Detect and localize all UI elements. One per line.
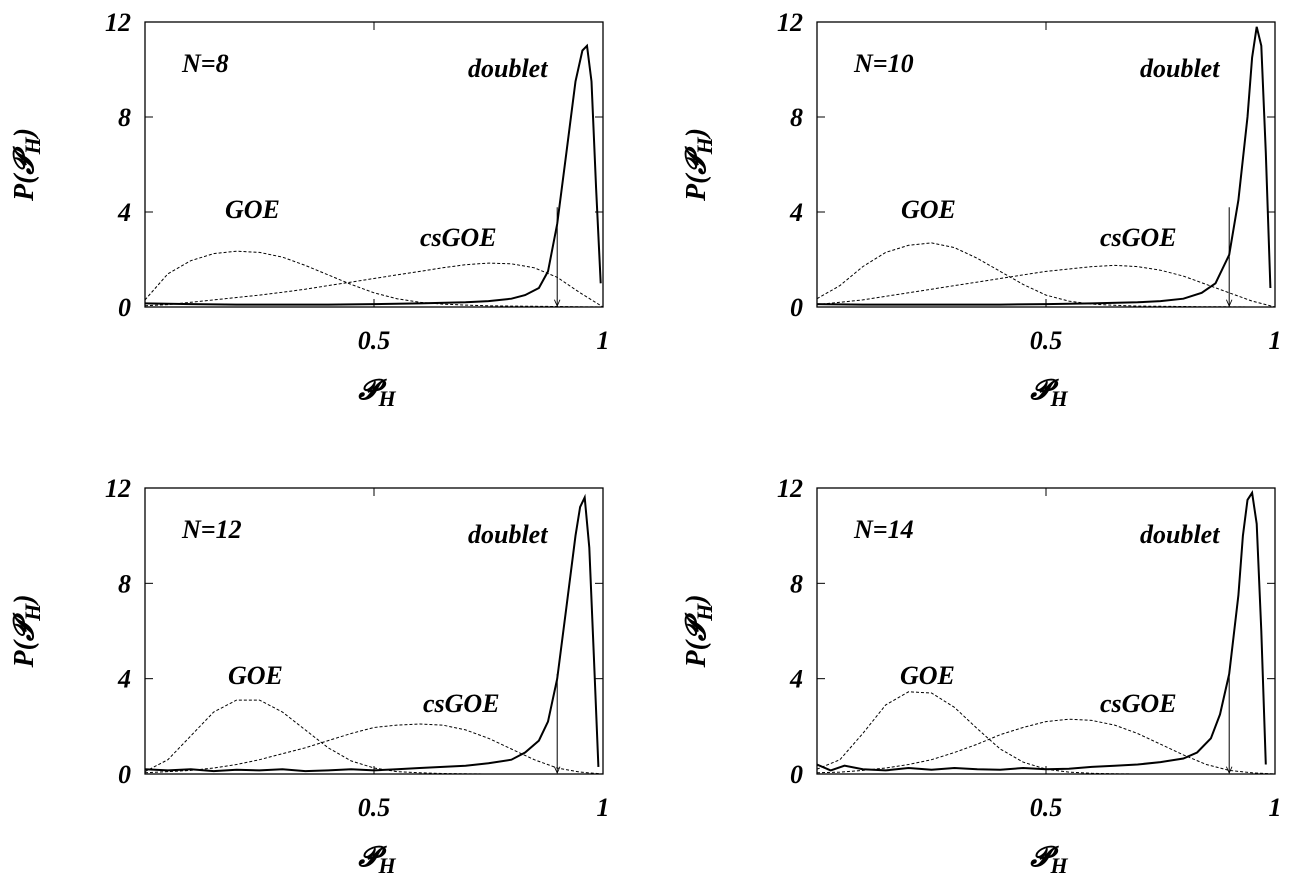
y-tick-label: 12 xyxy=(105,8,131,37)
panel: 0 4 8 12 0.5 1 𝓟H P(𝓟H) N=10 GOE csGOE doublet xyxy=(681,8,1282,411)
series-line-dashed xyxy=(817,242,1275,307)
series-line-solid xyxy=(145,493,600,773)
series-line-dashed xyxy=(817,264,1275,307)
x-tick-label: 0.5 xyxy=(358,793,391,822)
y-axis-label: P(𝓟H) xyxy=(681,594,717,668)
annotation-doublet: doublet xyxy=(468,520,548,549)
x-tick-label: 0.5 xyxy=(1030,793,1063,822)
annotation-doublet: doublet xyxy=(1140,54,1220,83)
x-axis-label: 𝓟H xyxy=(358,842,396,873)
annotation-goe: GOE xyxy=(900,661,955,690)
annotation-doublet: doublet xyxy=(1140,520,1220,549)
series-line-dashed xyxy=(817,691,1275,774)
annotation-goe: GOE xyxy=(228,661,283,690)
series-line-dashed xyxy=(145,250,603,307)
y-tick-label: 0 xyxy=(790,760,803,789)
y-tick-label: 8 xyxy=(790,103,803,132)
annotation-goe: GOE xyxy=(225,195,280,224)
series-line-solid xyxy=(145,43,602,306)
series-line-dashed xyxy=(817,718,1275,774)
x-axis-label: 𝓟H xyxy=(1030,842,1068,873)
series-line-dashed xyxy=(145,262,603,307)
annotation-goe: GOE xyxy=(901,195,956,224)
y-tick-label: 12 xyxy=(777,474,803,503)
y-tick-label: 0 xyxy=(118,293,131,322)
series-line-dashed xyxy=(145,723,603,774)
y-tick-label: 8 xyxy=(790,569,803,598)
x-axis-label: 𝓟H xyxy=(358,375,396,411)
panel: 0 4 8 12 0.5 1 𝓟H P(𝓟H) N=8 GOE csGOE doublet xyxy=(9,8,610,411)
series-line-solid xyxy=(817,26,1272,306)
y-axis-label: P(𝓟H) xyxy=(9,128,45,202)
series-line-solid xyxy=(817,490,1267,772)
panel-label: N=12 xyxy=(181,515,242,544)
y-tick-label: 0 xyxy=(118,760,131,789)
y-tick-label: 8 xyxy=(118,103,131,132)
y-tick-label: 12 xyxy=(777,8,803,37)
x-tick-label: 1 xyxy=(597,326,610,355)
annotation-csgoe: csGOE xyxy=(1100,689,1177,718)
y-tick-label: 4 xyxy=(117,665,131,694)
y-tick-label: 4 xyxy=(117,198,131,227)
annotation-csgoe: csGOE xyxy=(1100,223,1177,252)
series-line-dashed xyxy=(145,699,603,774)
y-tick-label: 4 xyxy=(789,665,803,694)
panel: 0 4 8 12 0.5 1 𝓟H P(𝓟H) N=12 GOE csGOE doublet xyxy=(9,474,610,873)
y-axis-label: P(𝓟H) xyxy=(681,128,717,202)
panel-label: N=8 xyxy=(181,49,229,78)
panel: 0 4 8 12 0.5 1 𝓟H P(𝓟H) N=14 GOE csGOE doublet xyxy=(681,474,1282,873)
panel-label: N=14 xyxy=(853,515,914,544)
annotation-csgoe: csGOE xyxy=(420,223,497,252)
annotation-csgoe: csGOE xyxy=(423,689,500,718)
x-tick-label: 1 xyxy=(1269,793,1282,822)
x-tick-label: 1 xyxy=(1269,326,1282,355)
panel-label: N=10 xyxy=(853,49,914,78)
y-tick-label: 12 xyxy=(105,474,131,503)
x-tick-label: 1 xyxy=(597,793,610,822)
y-tick-label: 8 xyxy=(118,569,131,598)
y-tick-label: 0 xyxy=(790,293,803,322)
x-tick-label: 0.5 xyxy=(1030,326,1063,355)
x-axis-label: 𝓟H xyxy=(1030,375,1068,411)
x-tick-label: 0.5 xyxy=(358,326,391,355)
y-axis-label: P(𝓟H) xyxy=(9,594,45,668)
y-tick-label: 4 xyxy=(789,198,803,227)
annotation-doublet: doublet xyxy=(468,54,548,83)
